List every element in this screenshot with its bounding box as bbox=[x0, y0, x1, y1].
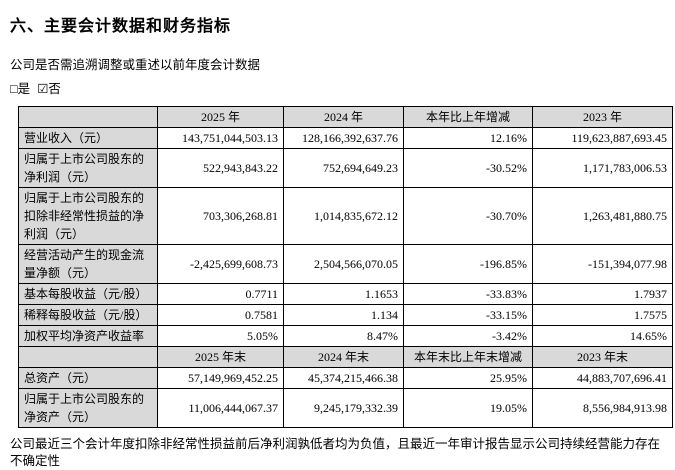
value-cell: 57,149,969,452.25 bbox=[157, 367, 284, 389]
value-cell: 8,556,984,913.98 bbox=[532, 388, 673, 428]
column-header-empty bbox=[18, 346, 158, 368]
value-cell: 1,263,481,880.75 bbox=[532, 187, 673, 245]
table-row-net-assets: 归属于上市公司股东的净资产（元） 11,006,444,067.37 9,245… bbox=[18, 388, 673, 428]
value-cell: 1.7575 bbox=[532, 304, 673, 326]
header-row-year-end: 2025 年末 2024 年末 本年末比上年末增减 2023 年末 bbox=[18, 346, 673, 368]
value-cell: 703,306,268.81 bbox=[157, 187, 284, 245]
checkbox-no-label: 否 bbox=[48, 82, 61, 96]
value-cell: 119,623,887,693.45 bbox=[532, 127, 673, 149]
value-cell: 0.7581 bbox=[157, 304, 284, 326]
table-row-weighted-avg-roe: 加权平均净资产收益率 5.05% 8.47% -3.42% 14.65% bbox=[18, 325, 673, 347]
table-row-total-assets: 总资产（元） 57,149,969,452.25 45,374,215,466.… bbox=[18, 367, 673, 389]
financial-report-page: 六、主要会计数据和财务指标 公司是否需追溯调整或重述以前年度会计数据 □是 ☑否… bbox=[10, 18, 673, 468]
checkbox-yes[interactable]: □是 bbox=[10, 82, 30, 96]
value-cell: 128,166,392,637.76 bbox=[283, 127, 404, 149]
value-cell: -151,394,077.98 bbox=[532, 244, 673, 284]
financial-indicators-table: 2025 年 2024 年 本年比上年增减 2023 年 营业收入（元） 143… bbox=[18, 106, 673, 428]
value-cell: -3.42% bbox=[403, 325, 533, 347]
value-cell: 0.7711 bbox=[157, 283, 284, 305]
restatement-checkboxes: □是 ☑否 bbox=[10, 81, 665, 97]
page-title: 六、主要会计数据和财务指标 bbox=[10, 18, 232, 35]
column-header-yoy-change: 本年比上年增减 bbox=[403, 106, 533, 128]
column-header-2025: 2025 年 bbox=[157, 106, 284, 128]
value-cell: 1.7937 bbox=[532, 283, 673, 305]
table-row-net-profit-excl-nonrecurring: 归属于上市公司股东的扣除非经常性损益的净利润（元） 703,306,268.81… bbox=[18, 187, 673, 245]
column-header-empty bbox=[18, 106, 158, 128]
column-header-year-end-change: 本年末比上年末增减 bbox=[403, 346, 533, 368]
value-cell: 1.1653 bbox=[283, 283, 404, 305]
row-label: 稀释每股收益（元/股） bbox=[18, 304, 158, 326]
value-cell: 752,694,649.23 bbox=[283, 148, 404, 188]
value-cell: -30.70% bbox=[403, 187, 533, 245]
row-label: 加权平均净资产收益率 bbox=[18, 325, 158, 347]
checkbox-no[interactable]: ☑否 bbox=[37, 82, 61, 96]
value-cell: 44,883,707,696.41 bbox=[532, 367, 673, 389]
header-row-annual: 2025 年 2024 年 本年比上年增减 2023 年 bbox=[18, 106, 673, 128]
value-cell: 1,014,835,672.12 bbox=[283, 187, 404, 245]
checkbox-unchecked-icon: □ bbox=[10, 82, 18, 96]
row-label: 归属于上市公司股东的扣除非经常性损益的净利润（元） bbox=[18, 187, 158, 245]
column-header-2024: 2024 年 bbox=[283, 106, 404, 128]
column-header-2023: 2023 年 bbox=[532, 106, 673, 128]
value-cell: 11,006,444,067.37 bbox=[157, 388, 284, 428]
row-label: 基本每股收益（元/股） bbox=[18, 283, 158, 305]
value-cell: -30.52% bbox=[403, 148, 533, 188]
value-cell: -33.15% bbox=[403, 304, 533, 326]
table-row-revenue: 营业收入（元） 143,751,044,503.13 128,166,392,6… bbox=[18, 127, 673, 149]
value-cell: -2,425,699,608.73 bbox=[157, 244, 284, 284]
value-cell: 143,751,044,503.13 bbox=[157, 127, 284, 149]
row-label: 营业收入（元） bbox=[18, 127, 158, 149]
table-row-net-profit: 归属于上市公司股东的净利润（元） 522,943,843.22 752,694,… bbox=[18, 148, 673, 188]
value-cell: 8.47% bbox=[283, 325, 404, 347]
value-cell: 9,245,179,332.39 bbox=[283, 388, 404, 428]
value-cell: 25.95% bbox=[403, 367, 533, 389]
value-cell: -33.83% bbox=[403, 283, 533, 305]
value-cell: 14.65% bbox=[532, 325, 673, 347]
table-row-diluted-eps: 稀释每股收益（元/股） 0.7581 1.134 -33.15% 1.7575 bbox=[18, 304, 673, 326]
row-label: 总资产（元） bbox=[18, 367, 158, 389]
value-cell: 1,171,783,006.53 bbox=[532, 148, 673, 188]
value-cell: 1.134 bbox=[283, 304, 404, 326]
row-label: 归属于上市公司股东的净利润（元） bbox=[18, 148, 158, 188]
value-cell: 5.05% bbox=[157, 325, 284, 347]
restatement-question: 公司是否需追溯调整或重述以前年度会计数据 bbox=[10, 58, 261, 72]
column-header-2023-end: 2023 年末 bbox=[532, 346, 673, 368]
column-header-2024-end: 2024 年末 bbox=[283, 346, 404, 368]
row-label: 经营活动产生的现金流量净额（元） bbox=[18, 244, 158, 284]
column-header-2025-end: 2025 年末 bbox=[157, 346, 284, 368]
table-row-operating-cash-flow: 经营活动产生的现金流量净额（元） -2,425,699,608.73 2,504… bbox=[18, 244, 673, 284]
footer-note: 公司最近三个会计年度扣除非经常性损益前后净利润孰低者均为负值，且最近一年审计报告… bbox=[10, 437, 661, 468]
value-cell: 2,504,566,070.05 bbox=[283, 244, 404, 284]
checkbox-checked-icon: ☑ bbox=[37, 82, 49, 96]
checkbox-yes-label: 是 bbox=[17, 82, 31, 96]
table-row-basic-eps: 基本每股收益（元/股） 0.7711 1.1653 -33.83% 1.7937 bbox=[18, 283, 673, 305]
value-cell: 45,374,215,466.38 bbox=[283, 367, 404, 389]
value-cell: 522,943,843.22 bbox=[157, 148, 284, 188]
value-cell: -196.85% bbox=[403, 244, 533, 284]
value-cell: 12.16% bbox=[403, 127, 533, 149]
value-cell: 19.05% bbox=[403, 388, 533, 428]
row-label: 归属于上市公司股东的净资产（元） bbox=[18, 388, 158, 428]
